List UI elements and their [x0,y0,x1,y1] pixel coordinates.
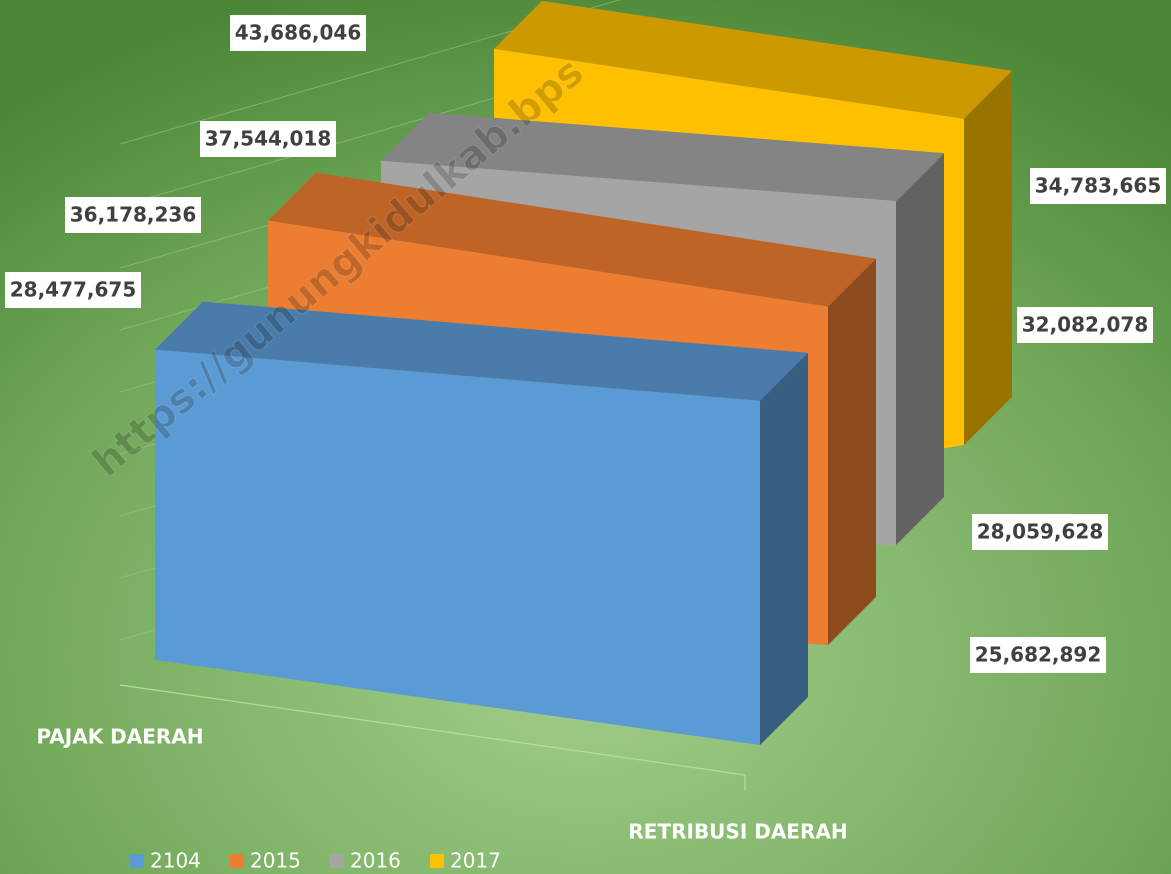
slab-top [155,301,808,401]
slab-top [381,112,944,202]
value-label: 32,082,078 [1022,313,1149,337]
legend-swatch [230,854,244,868]
value-label-box [970,637,1106,673]
value-label-box [1030,168,1166,204]
value-label-box [972,514,1108,550]
legend-swatch [430,854,444,868]
legend-swatch [130,854,144,868]
value-label-box [200,121,336,157]
slab-side [760,352,808,745]
value-label: 43,686,046 [235,21,362,45]
category-label: RETRIBUSI DAERAH [628,820,847,844]
value-label-box [5,272,141,308]
slab-side [964,70,1012,446]
slab-top [268,172,876,307]
slab-side [828,258,876,645]
slab-top [494,0,1012,119]
value-label-box [230,15,366,51]
legend-label: 2104 [150,849,201,873]
value-label: 28,059,628 [977,520,1104,544]
value-label-box [1017,307,1153,343]
slab-front [155,349,760,745]
value-label: 37,544,018 [205,127,332,151]
floor [119,684,746,790]
value-label: 28,477,675 [10,278,137,302]
category-label: PAJAK DAERAH [36,725,203,749]
value-label: 36,178,236 [70,203,197,227]
slab-side [896,153,944,545]
legend-label: 2017 [450,849,501,873]
value-label: 34,783,665 [1035,174,1162,198]
legend-label: 2015 [250,849,301,873]
value-label-box [65,197,201,233]
value-label: 25,682,892 [975,643,1102,667]
legend-label: 2016 [350,849,401,873]
legend-swatch [330,854,344,868]
